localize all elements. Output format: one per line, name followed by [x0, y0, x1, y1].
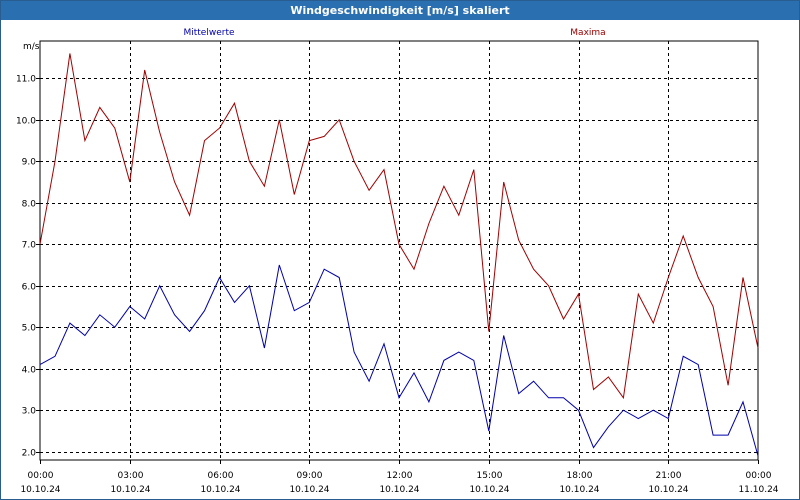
x-tick-time-label: 15:00 — [477, 471, 503, 481]
series-line-mittelwerte — [39, 264, 759, 457]
x-tick-time-label: 21:00 — [656, 471, 682, 481]
x-tick-date-label: 10.10.24 — [20, 485, 60, 495]
x-tick-time-label: 03:00 — [118, 471, 144, 481]
y-tick-label: 7.0 — [22, 241, 37, 251]
y-tick-label: 9.0 — [22, 158, 37, 168]
x-tick-time-label: 18:00 — [567, 471, 593, 481]
series-line-maxima — [39, 53, 759, 400]
x-tick-date-label: 11.10.24 — [738, 485, 778, 495]
x-tick-time-label: 00:00 — [28, 471, 54, 481]
y-tick-label: 2.0 — [22, 449, 37, 459]
x-tick-date-label: 10.10.24 — [200, 485, 240, 495]
chart-title: Windgeschwindigkeit [m/s] skaliert — [1, 1, 799, 20]
y-tick-label: 5.0 — [22, 324, 37, 334]
y-tick-label: 11.0 — [16, 75, 36, 85]
x-tick-date-label: 10.10.24 — [559, 485, 599, 495]
x-tick-date-label: 10.10.24 — [289, 485, 329, 495]
y-axis-unit-label: m/s — [23, 42, 40, 52]
x-tick-date-label: 10.10.24 — [648, 485, 688, 495]
y-tick-label: 10.0 — [16, 117, 36, 127]
legend-mittelwerte: Mittelwerte — [183, 28, 234, 38]
y-tick-label: 8.0 — [22, 200, 37, 210]
x-tick-time-label: 12:00 — [387, 471, 413, 481]
x-tick-date-label: 10.10.24 — [110, 485, 150, 495]
y-tick-label: 3.0 — [22, 407, 37, 417]
x-tick-time-label: 06:00 — [208, 471, 234, 481]
x-tick-date-label: 10.10.24 — [469, 485, 509, 495]
x-tick-time-label: 00:00 — [746, 471, 772, 481]
legend-maxima: Maxima — [570, 28, 605, 38]
x-tick-time-label: 09:00 — [297, 471, 323, 481]
x-tick-date-label: 10.10.24 — [379, 485, 419, 495]
y-tick-label: 4.0 — [22, 366, 37, 376]
y-tick-label: 6.0 — [22, 283, 37, 293]
